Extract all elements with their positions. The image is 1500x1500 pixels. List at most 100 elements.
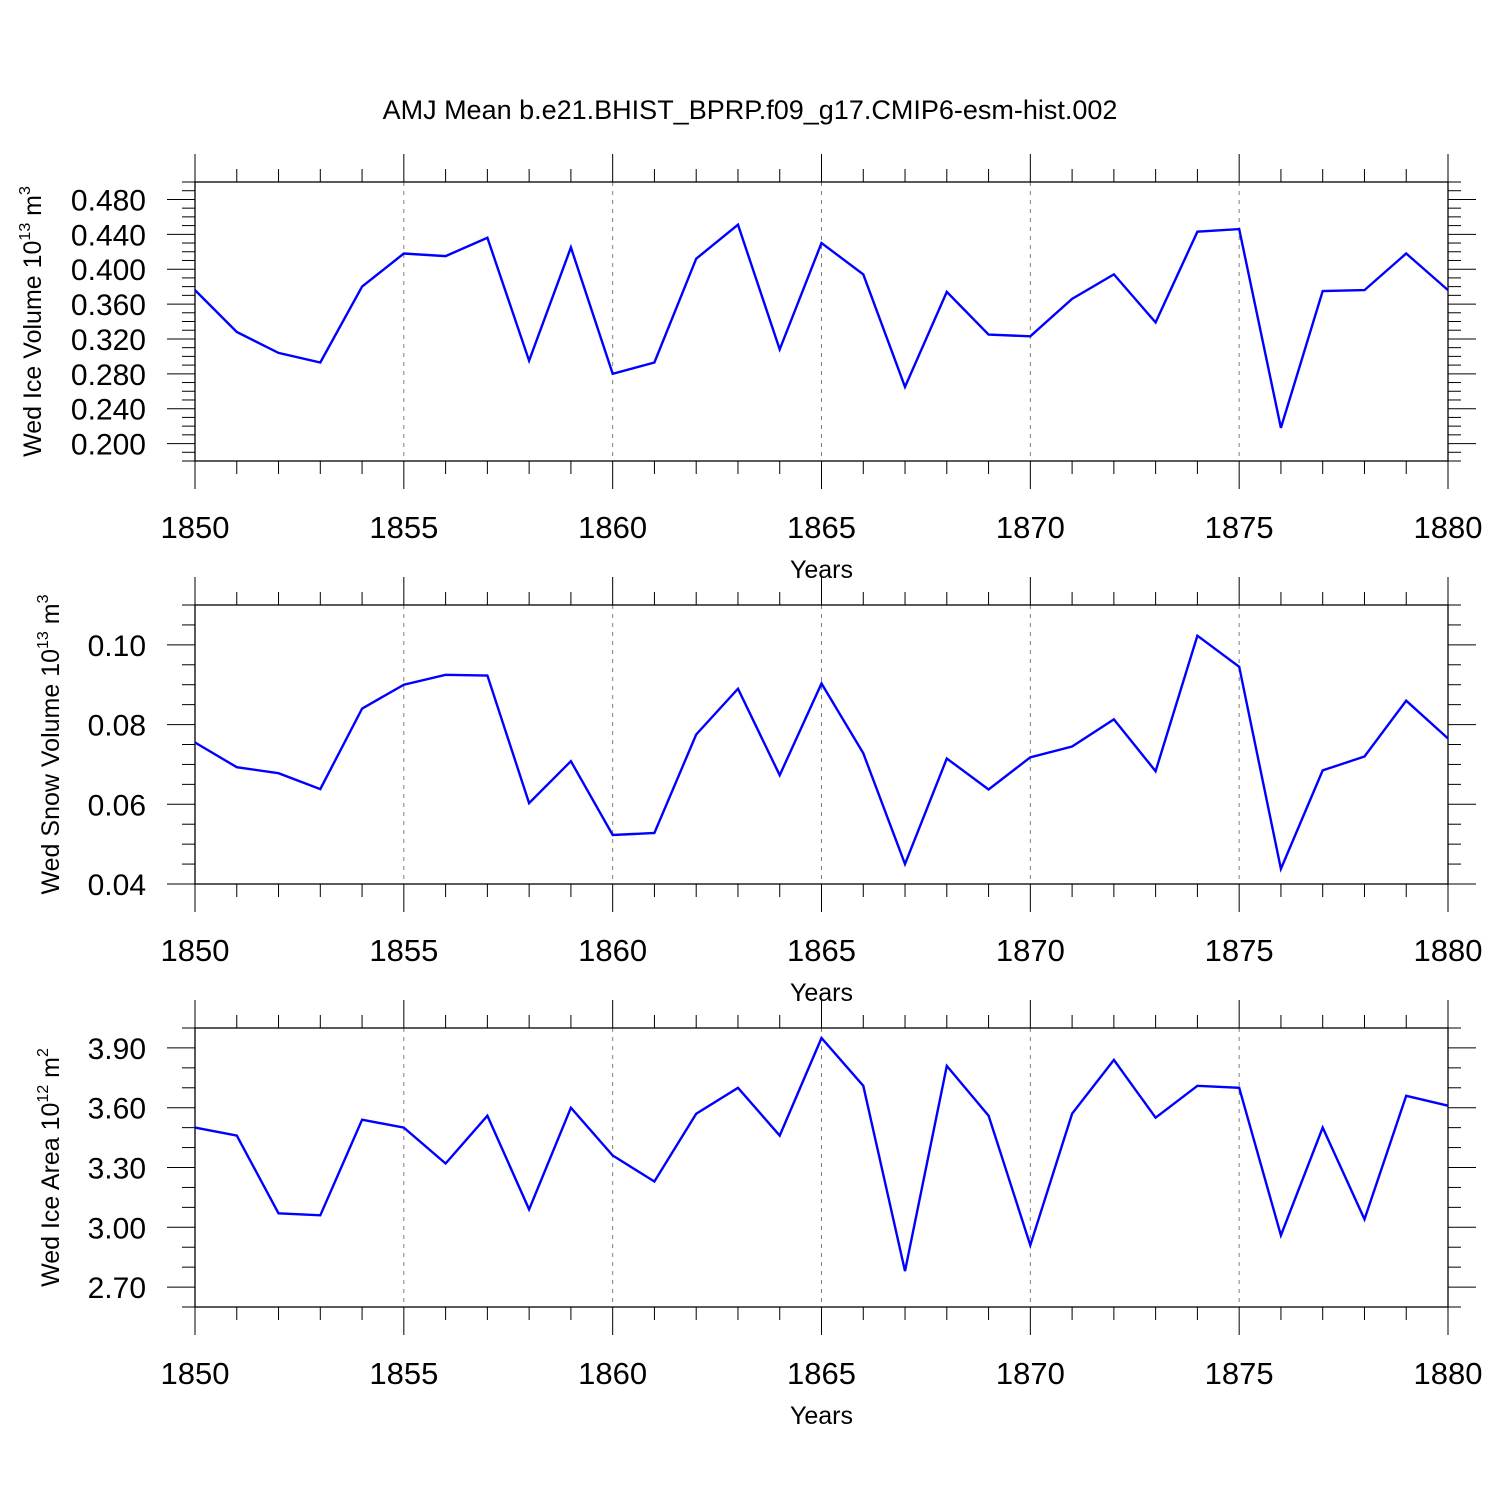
data-point bbox=[361, 1118, 363, 1120]
data-point bbox=[653, 832, 655, 834]
data-point bbox=[403, 684, 405, 686]
y-axis-title-text: m bbox=[19, 195, 47, 223]
data-point bbox=[611, 1154, 613, 1156]
data-point bbox=[444, 255, 446, 257]
y-axis-title-superscript: 13 bbox=[17, 223, 34, 241]
data-point bbox=[1029, 756, 1031, 758]
y-axis-title-text: Wed Ice Volume 10 bbox=[19, 241, 47, 457]
data-point bbox=[611, 373, 613, 375]
data-point bbox=[528, 1208, 530, 1210]
y-tick-label: 3.90 bbox=[88, 1033, 146, 1066]
data-point bbox=[486, 237, 488, 239]
data-point bbox=[486, 1114, 488, 1116]
data-point bbox=[1071, 298, 1073, 300]
data-point bbox=[528, 360, 530, 362]
series-line bbox=[194, 222, 1449, 429]
data-point bbox=[236, 331, 238, 333]
figure-title: AMJ Mean b.e21.BHIST_BPRP.f09_g17.CMIP6-… bbox=[383, 95, 1118, 125]
data-point bbox=[277, 352, 279, 354]
y-tick-label: 0.440 bbox=[71, 219, 146, 252]
y-axis-title-superscript: 3 bbox=[17, 186, 34, 195]
data-point bbox=[194, 741, 196, 743]
data-point bbox=[904, 863, 906, 865]
data-point bbox=[862, 1085, 864, 1087]
data-point bbox=[862, 273, 864, 275]
data-point bbox=[361, 707, 363, 709]
data-point bbox=[1113, 1059, 1115, 1061]
data-point bbox=[820, 242, 822, 244]
data-point bbox=[1405, 699, 1407, 701]
series-line bbox=[194, 1035, 1449, 1272]
y-tick-label: 3.30 bbox=[88, 1153, 146, 1186]
data-point bbox=[1154, 321, 1156, 323]
y-tick-label: 0.360 bbox=[71, 289, 146, 322]
x-tick-label: 1870 bbox=[996, 933, 1065, 968]
data-point bbox=[570, 760, 572, 762]
y-axis-title-text: Wed Snow Volume 10 bbox=[37, 649, 65, 895]
y-tick-label: 0.400 bbox=[71, 254, 146, 287]
y-axis-title: Wed Ice Area 1012 m2 bbox=[35, 1048, 65, 1287]
y-axis-title-superscript: 12 bbox=[35, 1085, 52, 1103]
x-tick-label: 1875 bbox=[1205, 933, 1274, 968]
y-tick-label: 0.08 bbox=[88, 710, 146, 743]
x-tick-label: 1870 bbox=[996, 510, 1065, 545]
data-point bbox=[1029, 1244, 1031, 1246]
data-point bbox=[820, 682, 822, 684]
chart-panel-2: 0.04 0.06 0.08 0.10 1850 1855 1860 1865 1870 1875… bbox=[35, 577, 1482, 1007]
y-tick-label: 0.10 bbox=[88, 630, 146, 663]
y-axis-title-superscript: 2 bbox=[35, 1048, 52, 1057]
data-point bbox=[904, 386, 906, 388]
data-point bbox=[1280, 868, 1282, 870]
x-tick-label: 1870 bbox=[996, 1356, 1065, 1391]
data-point bbox=[403, 1126, 405, 1128]
data-point bbox=[779, 1134, 781, 1136]
data-point bbox=[1363, 289, 1365, 291]
data-point bbox=[737, 1087, 739, 1089]
y-tick-label: 0.320 bbox=[71, 324, 146, 357]
data-point bbox=[361, 285, 363, 287]
data-point bbox=[236, 766, 238, 768]
x-tick-label: 1855 bbox=[369, 933, 438, 968]
data-point bbox=[1447, 289, 1449, 291]
x-tick-label: 1865 bbox=[787, 510, 856, 545]
x-tick-label: 1865 bbox=[787, 933, 856, 968]
data-point bbox=[1196, 634, 1198, 636]
data-point bbox=[319, 788, 321, 790]
data-point bbox=[1405, 252, 1407, 254]
y-tick-label: 0.04 bbox=[88, 869, 146, 902]
y-axis-title-text: Wed Ice Area 10 bbox=[37, 1103, 65, 1287]
data-point bbox=[904, 1270, 906, 1272]
data-point bbox=[277, 1212, 279, 1214]
data-point bbox=[611, 834, 613, 836]
data-point bbox=[946, 1065, 948, 1067]
y-axis-title-text: m bbox=[37, 1057, 65, 1085]
chart-panels: 0.2000.2400.2800.3200.3600.4000.4400.480… bbox=[17, 154, 1482, 1430]
x-tick-label: 1875 bbox=[1205, 1356, 1274, 1391]
data-point bbox=[653, 1180, 655, 1182]
data-point bbox=[486, 674, 488, 676]
data-point bbox=[987, 788, 989, 790]
data-point bbox=[737, 224, 739, 226]
x-tick-label: 1865 bbox=[787, 1356, 856, 1391]
data-point bbox=[1071, 1112, 1073, 1114]
y-axis-title-superscript: 3 bbox=[35, 594, 52, 603]
data-point bbox=[695, 1112, 697, 1114]
x-tick-label: 1880 bbox=[1414, 933, 1483, 968]
data-point bbox=[403, 252, 405, 254]
data-point bbox=[444, 1162, 446, 1164]
data-point bbox=[946, 291, 948, 293]
x-tick-label: 1855 bbox=[369, 1356, 438, 1391]
y-tick-label: 0.06 bbox=[88, 789, 146, 822]
x-tick-label: 1855 bbox=[369, 510, 438, 545]
data-point bbox=[987, 333, 989, 335]
data-point bbox=[1280, 1234, 1282, 1236]
x-tick-label: 1880 bbox=[1414, 510, 1483, 545]
data-point bbox=[236, 1134, 238, 1136]
y-tick-label: 0.240 bbox=[71, 394, 146, 427]
data-point bbox=[1280, 427, 1282, 429]
x-tick-label: 1860 bbox=[578, 933, 647, 968]
data-point bbox=[1238, 228, 1240, 230]
x-tick-label: 1880 bbox=[1414, 1356, 1483, 1391]
x-tick-label: 1850 bbox=[161, 933, 230, 968]
